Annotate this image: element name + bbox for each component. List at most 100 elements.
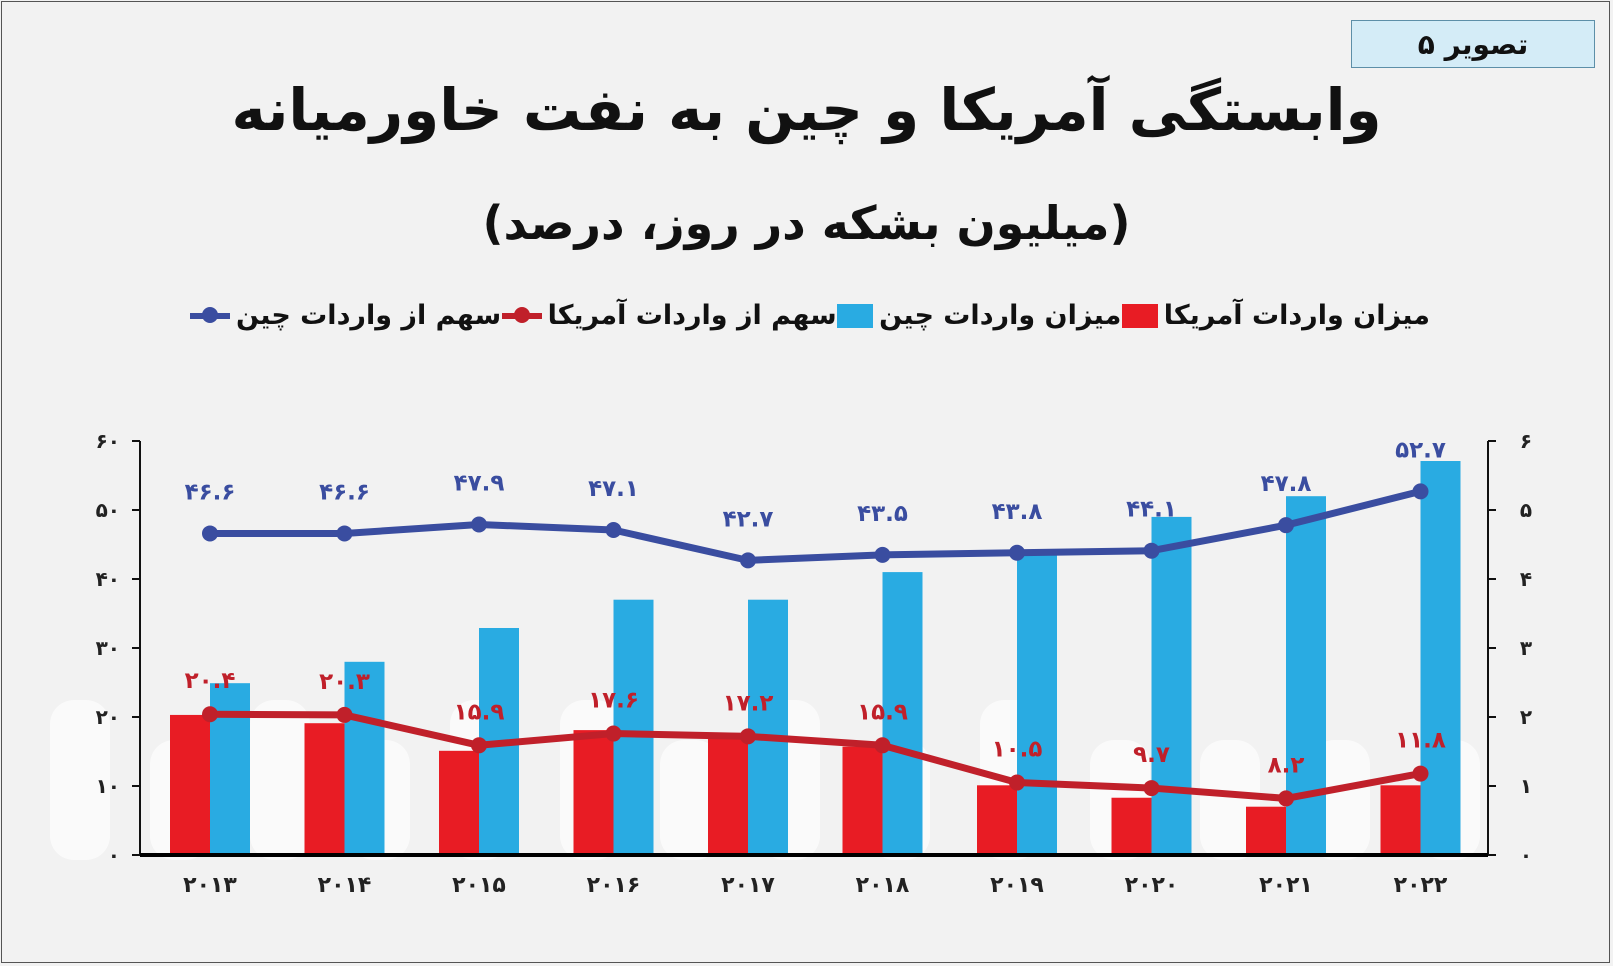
- line-marker-icon: [190, 306, 230, 323]
- x-tick-label: ۲۰۱۵: [452, 873, 506, 898]
- data-label-us-2021: ۸.۲: [1268, 752, 1305, 778]
- point-china-2017: [740, 552, 756, 569]
- point-china-2019: [1009, 544, 1025, 561]
- bar-us-2018: [842, 746, 883, 855]
- chart-subtitle: (میلیون بشکه در روز، درصد): [482, 196, 1131, 250]
- point-us-2021: [1278, 790, 1294, 807]
- left-tick-label: ۲۰: [96, 705, 120, 729]
- bar-swatch-icon: [837, 303, 874, 328]
- left-tick-label: ۳۰: [96, 636, 120, 660]
- bar-us-2014: [304, 723, 345, 855]
- watermark-logo-shape: [1200, 740, 1260, 860]
- bar-china-2022: [1420, 461, 1461, 855]
- left-tick-label: ۵۰: [96, 498, 120, 522]
- data-label-us-2015: ۱۵.۹: [454, 699, 505, 725]
- point-us-2014: [336, 706, 353, 723]
- right-tick-label: ۴: [1520, 567, 1532, 591]
- legend: سهم از واردات چین سهم از واردات آمریکا م…: [190, 300, 1430, 331]
- data-label-china-2019: ۴۳.۸: [992, 499, 1043, 525]
- right-tick-label: ۵: [1520, 498, 1532, 522]
- bar-china-2020: [1151, 516, 1192, 855]
- x-tick-label: ۲۰۱۷: [721, 873, 775, 898]
- legend-item-china-imports: میزان واردات چین: [837, 300, 1121, 331]
- watermark-logo-shape: [250, 700, 310, 860]
- legend-item-us-share: سهم از واردات آمریکا: [501, 300, 837, 331]
- line-china-share: [210, 487, 1422, 564]
- data-label-us-2013: ۲۰.۴: [185, 668, 236, 694]
- left-tick-label: ۴۰: [96, 567, 120, 591]
- legend-item-us-imports: میزان واردات آمریکا: [1121, 300, 1430, 331]
- bar-us-2017: [708, 732, 748, 855]
- right-tick-label: ۲: [1520, 705, 1532, 729]
- chart-title: وابستگی آمریکا و چین به نفت خاورمیانه: [231, 76, 1382, 144]
- point-china-2020: [1143, 542, 1160, 559]
- legend-label: سهم از واردات چین: [236, 300, 502, 331]
- watermark-logo-shape: [50, 700, 110, 860]
- bar-china-2014: [344, 661, 385, 855]
- point-china-2018: [874, 546, 891, 563]
- data-label-china-2015: ۴۷.۹: [454, 470, 505, 496]
- point-us-2015: [471, 737, 487, 754]
- point-us-2016: [605, 725, 622, 742]
- data-label-china-2021: ۴۷.۸: [1261, 471, 1312, 497]
- watermark-logo-shape: [660, 740, 720, 860]
- bar-us-2022: [1380, 785, 1421, 855]
- data-label-china-2018: ۴۳.۵: [857, 501, 908, 527]
- point-china-2021: [1278, 517, 1294, 534]
- right-tick-label: ۳: [1520, 636, 1532, 660]
- point-us-2022: [1412, 765, 1429, 782]
- data-label-china-2022: ۵۲.۷: [1395, 437, 1446, 463]
- point-china-2015: [471, 516, 487, 533]
- right-tick-label: ۰: [1520, 843, 1532, 867]
- point-china-2016: [605, 522, 622, 539]
- point-us-2018: [874, 737, 891, 754]
- bar-china-2018: [882, 572, 923, 855]
- point-us-2013: [202, 706, 218, 723]
- point-us-2019: [1009, 774, 1025, 791]
- data-label-us-2018: ۱۵.۹: [857, 699, 908, 725]
- bar-us-2021: [1246, 806, 1286, 855]
- data-label-china-2014: ۴۶.۶: [319, 479, 370, 505]
- bar-us-2015: [439, 750, 479, 855]
- legend-label: سهم از واردات آمریکا: [547, 300, 837, 331]
- point-us-2017: [740, 728, 756, 745]
- data-label-us-2016: ۱۷.۶: [588, 688, 639, 714]
- data-label-china-2013: ۴۶.۶: [185, 479, 236, 505]
- data-label-us-2022: ۱۱.۸: [1395, 728, 1446, 754]
- bar-china-2017: [748, 599, 788, 855]
- data-label-china-2020: ۴۴.۱: [1126, 497, 1177, 523]
- bar-us-2020: [1111, 797, 1152, 855]
- x-tick-label: ۲۰۱۶: [587, 873, 641, 898]
- legend-label: میزان واردات آمریکا: [1163, 300, 1430, 331]
- left-tick-label: ۱۰: [96, 774, 120, 798]
- x-tick-label: ۲۰۱۳: [183, 873, 237, 898]
- right-tick-label: ۱: [1520, 774, 1532, 798]
- left-tick-label: ۰: [108, 843, 120, 867]
- bar-china-2016: [613, 599, 654, 855]
- data-label-us-2019: ۱۰.۵: [992, 737, 1043, 763]
- data-label-us-2014: ۲۰.۳: [319, 669, 370, 695]
- data-label-us-2020: ۹.۷: [1133, 742, 1170, 768]
- x-tick-label: ۲۰۲۲: [1394, 873, 1448, 898]
- x-tick-label: ۲۰۲۱: [1259, 873, 1313, 898]
- legend-label: میزان واردات چین: [879, 300, 1122, 331]
- legend-item-china-share: سهم از واردات چین: [190, 300, 501, 331]
- bar-us-2019: [977, 785, 1017, 855]
- data-label-china-2017: ۴۲.۷: [723, 506, 774, 532]
- bar-us-2013: [170, 714, 210, 855]
- bar-swatch-icon: [1121, 303, 1158, 328]
- figure-badge: تصویر ۵: [1351, 20, 1595, 68]
- x-tick-label: ۲۰۲۰: [1125, 873, 1179, 898]
- point-china-2014: [336, 525, 353, 542]
- left-tick-label: ۶۰: [96, 429, 120, 453]
- bar-us-2016: [573, 730, 614, 855]
- bar-china-2019: [1017, 550, 1057, 855]
- x-tick-label: ۲۰۱۴: [318, 873, 372, 898]
- data-label-us-2017: ۱۷.۲: [723, 690, 774, 716]
- line-us-share: [209, 710, 1422, 802]
- x-tick-label: ۲۰۱۸: [856, 873, 910, 898]
- line-marker-icon: [501, 306, 542, 323]
- x-tick-label: ۲۰۱۹: [990, 873, 1044, 898]
